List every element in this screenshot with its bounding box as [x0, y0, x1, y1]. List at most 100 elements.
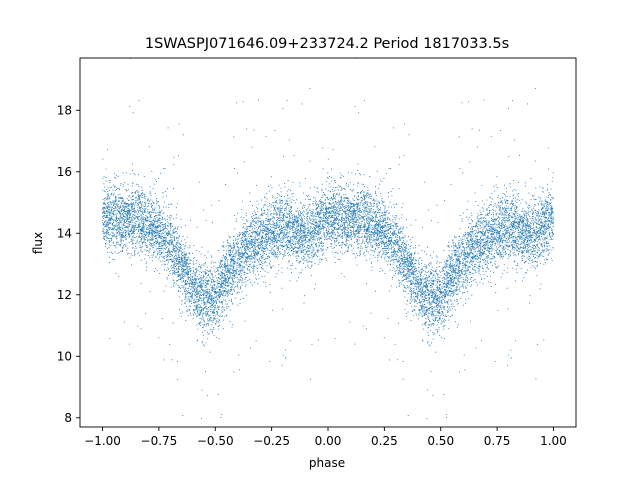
data-point [204, 285, 206, 286]
data-point [370, 202, 372, 204]
data-point [508, 256, 510, 257]
data-point [142, 193, 144, 195]
data-point [140, 219, 142, 221]
data-point [429, 292, 431, 294]
data-point [151, 229, 153, 231]
data-point [507, 245, 509, 247]
data-point [382, 230, 384, 232]
data-point [539, 254, 541, 256]
data-point [521, 252, 523, 254]
data-point [401, 260, 403, 262]
data-point [225, 184, 227, 185]
data-point [383, 218, 385, 220]
data-point [448, 319, 450, 321]
data-point [374, 248, 376, 250]
data-point [140, 202, 142, 204]
data-point [276, 241, 277, 243]
data-point [314, 231, 315, 233]
data-point [132, 231, 133, 233]
data-point [503, 264, 505, 266]
data-point [364, 223, 366, 225]
data-point [203, 282, 205, 284]
data-point [459, 277, 461, 279]
data-point [363, 211, 365, 213]
data-point [195, 275, 196, 277]
data-point [118, 208, 120, 210]
data-point [518, 225, 520, 227]
data-point [201, 279, 203, 281]
data-point [404, 256, 406, 258]
data-point [380, 218, 382, 220]
data-point [468, 226, 470, 228]
data-point [479, 218, 481, 219]
data-point [166, 254, 168, 255]
data-point [329, 223, 331, 225]
data-point [340, 200, 342, 202]
data-point [191, 279, 193, 281]
data-point [144, 231, 146, 233]
data-point [449, 280, 451, 282]
data-point [551, 232, 553, 234]
data-point [333, 193, 335, 195]
data-point [302, 214, 304, 216]
data-point [484, 234, 486, 235]
data-point [170, 227, 172, 229]
data-point [540, 225, 542, 227]
data-point [529, 230, 531, 232]
data-point [397, 235, 398, 236]
data-point [370, 238, 372, 240]
data-point [348, 203, 350, 205]
data-point [205, 325, 207, 327]
data-point [452, 284, 454, 286]
data-point [132, 216, 134, 218]
data-point [384, 256, 386, 258]
data-point [218, 266, 220, 268]
data-point [345, 213, 347, 215]
data-point [432, 280, 434, 281]
data-point [450, 258, 452, 260]
data-point [231, 303, 233, 305]
data-point [199, 307, 201, 309]
data-point [492, 258, 494, 259]
data-point [417, 279, 419, 280]
data-point [508, 213, 510, 215]
data-point [536, 275, 538, 277]
data-point [185, 297, 187, 299]
data-point [308, 239, 309, 241]
data-point [138, 211, 140, 213]
data-point [457, 263, 459, 265]
data-point [448, 280, 449, 282]
data-point [430, 371, 432, 372]
data-point [231, 258, 232, 259]
data-point [167, 250, 169, 252]
data-point [279, 229, 281, 230]
data-point [121, 203, 122, 205]
data-point [132, 219, 134, 221]
data-point [198, 323, 200, 325]
data-point [241, 244, 242, 246]
data-point [338, 222, 340, 224]
data-point [539, 232, 541, 234]
data-point [219, 266, 221, 268]
data-point [349, 208, 351, 210]
data-point [292, 254, 294, 256]
data-point [442, 317, 444, 319]
data-point [138, 231, 139, 232]
data-point [350, 205, 352, 207]
data-point [433, 274, 435, 276]
data-point [292, 222, 294, 224]
data-point [506, 191, 507, 193]
data-point [506, 209, 508, 211]
data-point [522, 237, 524, 239]
data-point [318, 238, 320, 240]
data-point [173, 248, 175, 250]
data-point [245, 294, 247, 296]
data-point [316, 207, 318, 209]
data-point [482, 224, 484, 226]
data-point [496, 204, 498, 206]
data-point [138, 230, 140, 232]
data-point [295, 217, 297, 219]
data-point [304, 295, 306, 297]
data-point [430, 285, 432, 286]
data-point [175, 243, 177, 245]
